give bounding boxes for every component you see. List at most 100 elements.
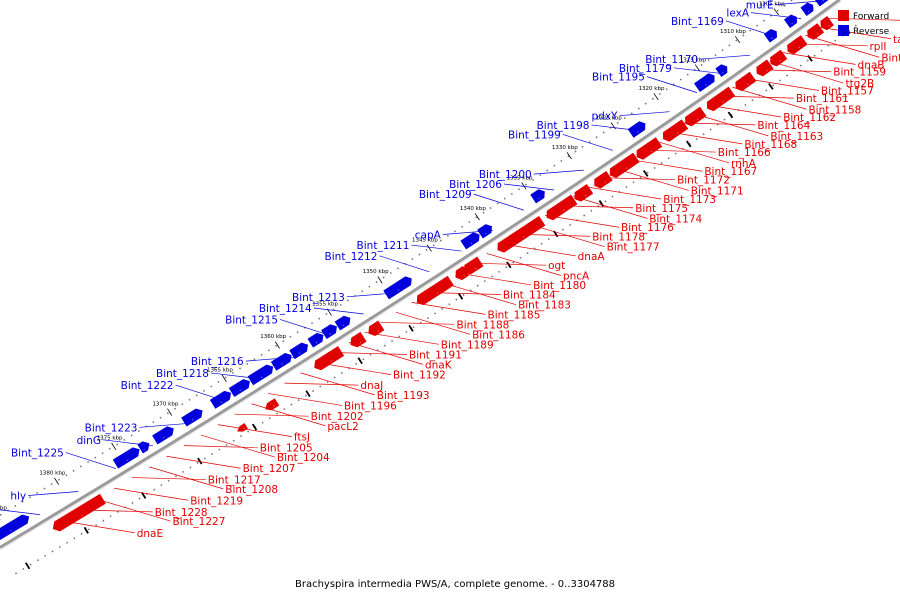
forward-gene-label: Bint_1228 — [155, 507, 208, 519]
forward-gene-label: dnaK — [425, 359, 453, 371]
reverse-leader — [473, 193, 524, 211]
inner-tick-mark — [251, 423, 258, 431]
forward-gene-label: Bint_1207 — [243, 463, 296, 475]
reverse-gene-label: Bint_1179 — [619, 63, 672, 75]
forward-gene-label: Bint_1192 — [393, 370, 446, 382]
reverse-gene-arrow — [270, 352, 292, 371]
kbp-tick-label: 1330 kbp — [552, 145, 578, 151]
reverse-gene-label: Bint_1199 — [508, 129, 561, 141]
inner-tick-mark — [141, 492, 147, 499]
reverse-gene-arrow — [181, 408, 203, 427]
gene-labels: zupTtatDBint_1152rplIdnaBttg2BBint_1159B… — [10, 0, 900, 540]
forward-gene-label: dnaE — [137, 528, 163, 540]
forward-gene-label: dnaJ — [360, 380, 383, 392]
forward-gene-label: Bint_1186 — [472, 329, 525, 341]
reverse-gene-label: Bint_1225 — [11, 448, 64, 460]
forward-leader — [96, 498, 171, 522]
gene-shade — [798, 46, 801, 49]
legend-reverse-swatch — [838, 25, 849, 36]
forward-gene-label: Bint_1167 — [704, 166, 757, 178]
forward-leader — [166, 455, 241, 469]
reverse-leader — [139, 422, 190, 428]
forward-gene-arrow — [416, 275, 454, 306]
forward-gene-label: Bint_1204 — [277, 452, 330, 464]
forward-leader — [114, 487, 189, 501]
forward-leader — [300, 372, 375, 396]
forward-leader — [267, 393, 343, 406]
forward-gene-arrow — [735, 71, 757, 92]
reverse-leader — [533, 169, 584, 175]
kbp-tick-label: 1375 kbp — [97, 436, 123, 442]
gene-shade — [80, 514, 83, 517]
gene-shade — [828, 24, 830, 27]
forward-leader — [769, 60, 844, 84]
kbp-tick-label: 1345 kbp — [412, 237, 438, 243]
forward-gene-label: tatD — [893, 34, 900, 46]
forward-gene-label: ftsJ — [294, 432, 310, 444]
inner-tick-mark — [357, 357, 363, 365]
forward-gene-label: Bint_1174 — [649, 213, 702, 225]
forward-gene-label: Bint_1184 — [503, 290, 556, 302]
backbone-line — [0, 0, 842, 550]
gene-shade — [746, 83, 749, 86]
forward-gene-label: ogt — [548, 260, 565, 272]
reverse-gene-label: Bint_1198 — [537, 120, 590, 132]
inner-tick-mark — [305, 390, 311, 398]
gene-shade — [722, 71, 724, 74]
forward-gene-arrow — [594, 170, 613, 189]
forward-leader — [781, 52, 856, 65]
reverse-gene-arrow — [477, 224, 492, 239]
inner-tick-mark — [686, 140, 692, 148]
reverse-gene-arrow — [321, 324, 337, 339]
reverse-gene-arrow — [814, 0, 829, 7]
kbp-tick — [274, 341, 280, 349]
forward-gene-arrow — [787, 35, 808, 55]
gene-shade — [771, 37, 773, 39]
forward-gene-label: Bint_1189 — [441, 339, 494, 351]
legend-forward-swatch — [838, 10, 849, 21]
kbp-tick — [167, 408, 173, 416]
gene-shade — [397, 289, 400, 292]
reverse-gene-label: Bint_1206 — [449, 179, 502, 191]
reverse-leader — [503, 183, 555, 191]
forward-gene-arrow — [685, 106, 707, 127]
forward-leader — [348, 342, 424, 365]
kbp-tick-label: 1305 kbp — [759, 1, 785, 7]
gene-shade — [538, 197, 540, 200]
forward-gene-label: Bint_1158 — [808, 104, 861, 116]
kbp-tick — [653, 93, 659, 101]
forward-gene-label: Bint_1163 — [770, 131, 823, 143]
forward-gene-label: Bint_1152 — [881, 52, 900, 64]
forward-leader — [694, 113, 769, 137]
forward-gene-label: Bint_1177 — [607, 242, 660, 254]
reverse-gene-arrow — [247, 364, 274, 386]
reverse-gene-arrow — [0, 514, 30, 541]
reverse-gene-label: murE — [746, 0, 774, 12]
gene-shade — [474, 267, 477, 270]
gene-shade — [484, 232, 487, 235]
reverse-leader — [65, 452, 116, 469]
reverse-gene-arrow — [784, 14, 798, 28]
reverse-leader — [313, 307, 364, 315]
forward-gene-arrow — [463, 256, 484, 275]
kbp-tick-label: 1380 kbp — [39, 470, 65, 476]
forward-leader — [472, 262, 547, 266]
forward-gene-label: rplI — [869, 41, 886, 53]
forward-gene-label: pncA — [563, 270, 590, 282]
inner-tick-mark — [25, 562, 31, 570]
forward-gene-label: Bint_1164 — [757, 120, 810, 132]
reverse-leader — [646, 76, 698, 93]
gene-shade — [705, 83, 707, 86]
forward-gene-label: Bint_1175 — [635, 203, 688, 215]
reverse-leader — [562, 134, 613, 151]
kbp-tick-label: 1350 kbp — [363, 269, 389, 275]
reverse-gene-label: Bint_1169 — [671, 16, 724, 28]
kbp-tick — [566, 152, 572, 160]
kbp-tick-label: 1385 kbp — [0, 506, 7, 512]
forward-leader — [816, 26, 892, 40]
gene-shade — [377, 330, 380, 332]
inner-tick-mark — [83, 526, 89, 534]
reverse-leader — [411, 244, 462, 252]
forward-gene-label: pacL2 — [327, 421, 358, 433]
